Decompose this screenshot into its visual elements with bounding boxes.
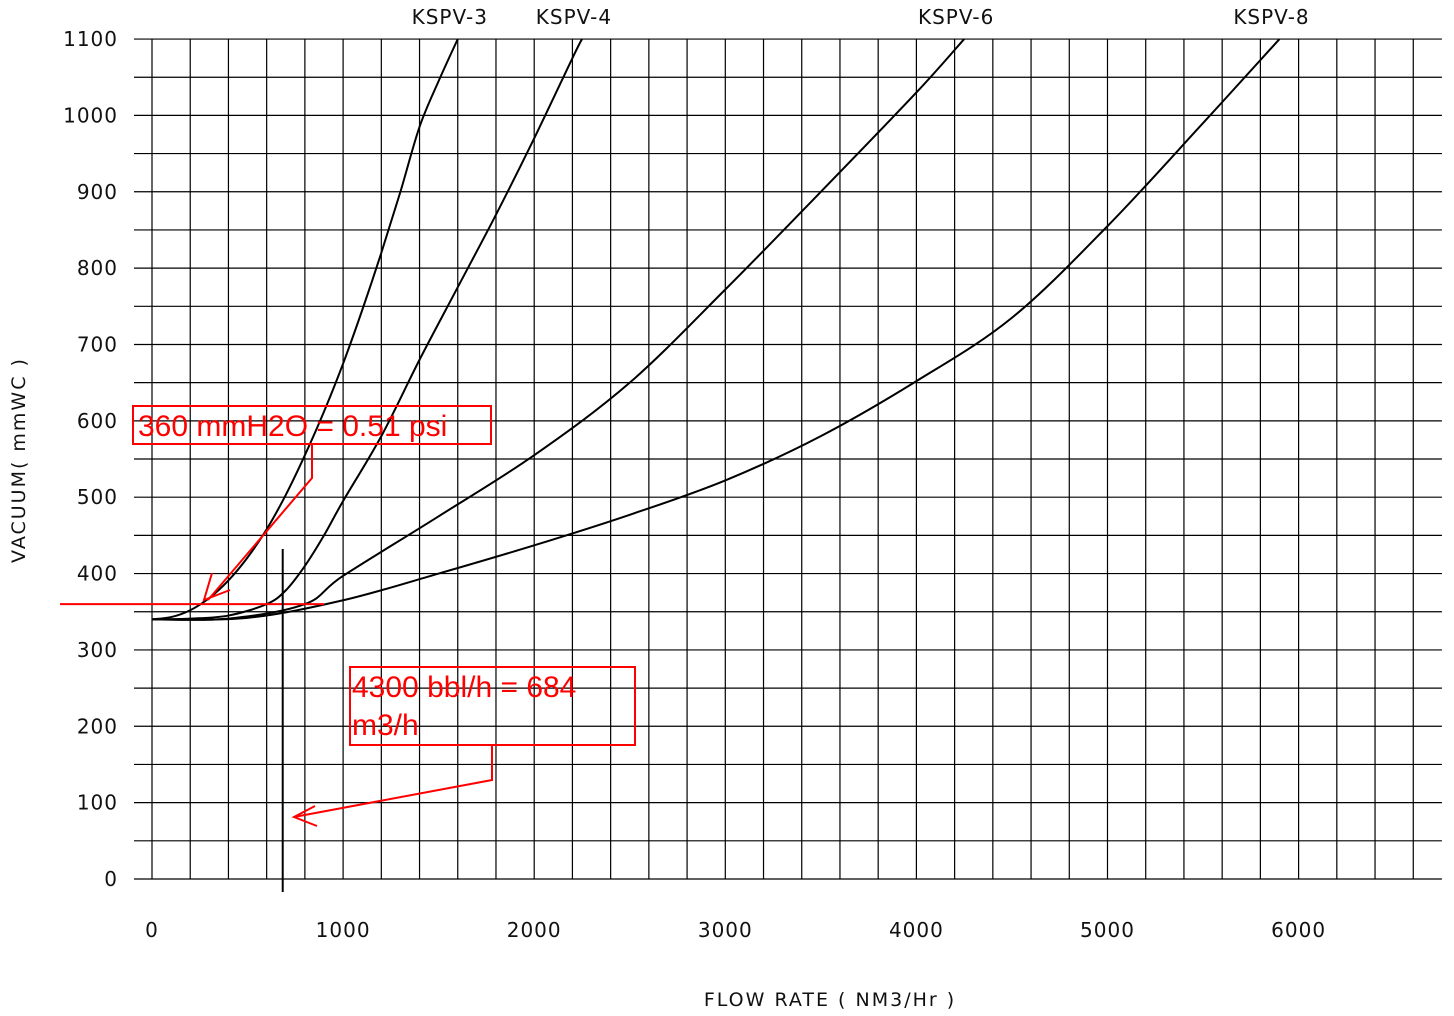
series-label-kspv-8: KSPV-8 [1233,5,1309,29]
x-tick-label: 6000 [1271,918,1326,942]
y-tick-label: 700 [77,332,118,356]
grid [134,38,1442,880]
y-tick-label: 600 [77,409,118,433]
series-labels: KSPV-3 KSPV-4 KSPV-6 KSPV-8 [412,5,1309,29]
y-tick-label: 800 [77,256,118,280]
y-tick-label: 300 [77,638,118,662]
series-curves [151,38,1281,621]
series-line-kspv-3 [151,38,459,621]
arrowhead-flow [291,805,318,827]
y-tick-labels: 0 100 200 300 400 500 600 700 800 900 1000 1100 [63,27,118,891]
annotations: 360 mmH2O = 0.51 psi 4300 bbl/h = 684 m3… [60,405,636,892]
y-tick-label: 100 [77,791,118,815]
annotation-text-flow-line2: m3/h [352,709,419,742]
x-axis-title: FLOW RATE ( NM3/Hr ) [704,989,956,1011]
annotation-leader-vacuum [207,444,313,601]
y-axis-title: VACUUM( mmWC ) [8,357,30,563]
x-tick-label: 5000 [1080,918,1135,942]
y-tick-label: 400 [77,562,118,586]
y-tick-label: 0 [104,867,118,891]
x-tick-label: 2000 [507,918,562,942]
x-tick-label: 1000 [316,918,371,942]
series-line-kspv-4 [151,38,583,621]
y-tick-label: 200 [77,714,118,738]
y-tick-label: 1000 [63,103,118,127]
annotation-text-vacuum: 360 mmH2O = 0.51 psi [138,410,447,443]
y-tick-label: 500 [77,485,118,509]
x-tick-label: 4000 [889,918,944,942]
y-tick-label: 900 [77,180,118,204]
y-tick-label: 1100 [63,27,118,51]
series-line-kspv-6 [151,38,965,621]
series-label-kspv-4: KSPV-4 [536,5,612,29]
x-tick-labels: 0 1000 2000 3000 4000 5000 6000 [145,918,1326,942]
annotation-text-flow-line1: 4300 bbl/h = 684 [352,671,576,704]
x-tick-label: 0 [145,918,159,942]
series-label-kspv-6: KSPV-6 [918,5,994,29]
annotation-leader-flow [293,745,493,818]
arrowhead-vacuum [202,572,231,602]
x-tick-label: 3000 [698,918,753,942]
series-label-kspv-3: KSPV-3 [412,5,488,29]
series-line-kspv-8 [151,38,1281,621]
